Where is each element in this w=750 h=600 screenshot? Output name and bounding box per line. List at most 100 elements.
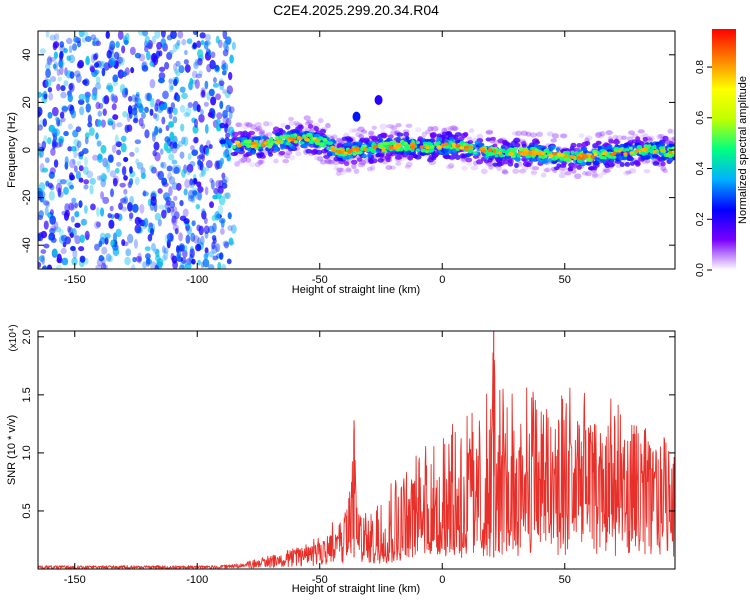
spectrogram-noise-blob bbox=[186, 163, 194, 173]
spectrogram-ridge-cell bbox=[501, 168, 508, 174]
spectrogram-ridge-cell bbox=[436, 136, 443, 142]
spectrogram-ridge-cell bbox=[670, 146, 675, 151]
spectrogram-ridge-cell bbox=[444, 145, 450, 149]
spectrogram-noise-blob bbox=[131, 264, 136, 269]
spectrogram-noise-blob bbox=[192, 42, 197, 49]
spectrogram-ridge-cell bbox=[257, 159, 263, 166]
spectrogram-noise-blob bbox=[116, 122, 123, 128]
spectrogram-noise-blob bbox=[41, 197, 46, 203]
spectrogram-noise-blob bbox=[215, 35, 220, 44]
spectrogram-ridge-cell bbox=[388, 145, 394, 150]
spectrogram-noise-blob bbox=[189, 77, 194, 85]
spectrogram-ridge-cell bbox=[268, 152, 273, 157]
spectrogram-ridge-cell bbox=[355, 148, 360, 153]
spectrogram-noise-blob bbox=[170, 31, 177, 40]
spectrogram-noise-blob bbox=[144, 45, 149, 53]
spectrogram-ridge-cell bbox=[459, 153, 466, 159]
spectrogram-noise-blob bbox=[113, 95, 119, 104]
spectrogram-noise-blob bbox=[181, 136, 186, 145]
spectrogram-noise-blob bbox=[194, 118, 199, 128]
spectrogram-noise-blob bbox=[138, 105, 145, 113]
spectrogram-noise-blob bbox=[83, 78, 90, 87]
spectrogram-noise-blob bbox=[83, 184, 89, 190]
spectrogram-ridge-cell bbox=[251, 150, 256, 155]
spectrogram-noise-blob bbox=[84, 36, 92, 43]
spectrogram-noise-blob bbox=[219, 139, 226, 145]
spectrogram-noise-blob bbox=[205, 166, 210, 172]
spectrogram-ridge-cell bbox=[660, 161, 666, 167]
spectrogram-ridge-cell bbox=[243, 153, 250, 158]
spectrogram-noise-blob bbox=[135, 158, 140, 165]
spectrogram-noise-blob bbox=[104, 160, 110, 169]
spectrogram-noise-blob bbox=[139, 203, 145, 214]
spectrogram-ridge-cell bbox=[514, 156, 521, 162]
spectrogram-noise-blob bbox=[57, 76, 62, 82]
spectrogram-ridge-cell bbox=[255, 126, 263, 131]
spectrogram-noise-blob bbox=[205, 48, 211, 56]
spectrogram-x-tick-label: -100 bbox=[186, 274, 208, 286]
spectrogram-ridge-cell bbox=[522, 151, 528, 156]
spectrogram-ridge-cell bbox=[459, 146, 465, 150]
spectrogram-noise-blob bbox=[58, 58, 65, 69]
spectrogram-noise-blob bbox=[149, 108, 154, 116]
spectrogram-noise-blob bbox=[200, 235, 205, 246]
spectrogram-noise-blob bbox=[171, 182, 179, 190]
spectrogram-noise-blob bbox=[183, 136, 189, 147]
spectrogram-ridge-cell bbox=[425, 150, 430, 154]
spectrogram-noise-blob bbox=[54, 226, 62, 233]
spectrogram-ridge-cell bbox=[440, 143, 445, 148]
spectrogram-noise-blob bbox=[154, 212, 162, 221]
spectrogram-noise-blob bbox=[38, 255, 45, 263]
spectrogram-noise-blob bbox=[227, 224, 233, 232]
spectrogram-ridge-cell bbox=[419, 145, 425, 149]
spectrogram-noise-blob bbox=[119, 182, 126, 188]
spectrogram-noise-blob bbox=[185, 106, 192, 117]
spectrogram-ridge-cell bbox=[247, 147, 252, 152]
spectrogram-noise-blob bbox=[173, 78, 178, 87]
spectrogram-ridge-cell bbox=[403, 131, 410, 137]
spectrogram-ridge-cell bbox=[250, 144, 255, 149]
spectrogram-noise-blob bbox=[84, 31, 89, 38]
spectrogram-ridge-cell bbox=[351, 159, 358, 165]
spectrogram-noise-blob bbox=[218, 39, 223, 49]
snr-y-tick-label: 1.5 bbox=[21, 387, 33, 402]
spectrogram-noise-blob bbox=[195, 73, 203, 79]
spectrogram-noise-blob bbox=[74, 144, 80, 152]
spectrogram-ridge-cell bbox=[344, 168, 352, 174]
spectrogram-ridge-cell bbox=[324, 159, 333, 165]
spectrogram-ridge-cell bbox=[302, 143, 308, 149]
spectrogram-ridge-cell bbox=[246, 144, 251, 149]
spectrogram-noise-blob bbox=[226, 85, 234, 95]
spectrogram-noise-blob bbox=[71, 145, 77, 152]
spectrogram-noise-blob bbox=[56, 83, 61, 92]
spectrogram-noise-blob bbox=[144, 246, 151, 252]
spectrogram-ridge-cell bbox=[625, 170, 632, 175]
spectrogram-noise-blob bbox=[125, 248, 132, 257]
spectrogram-noise-blob bbox=[122, 241, 129, 247]
spectrogram-noise-blob bbox=[42, 265, 47, 269]
spectrogram-noise-blob bbox=[175, 70, 181, 77]
spectrogram-ridge-cell bbox=[441, 127, 448, 134]
spectrogram-ridge-cell bbox=[425, 146, 430, 150]
spectrogram-noise-blob bbox=[199, 32, 206, 39]
spectrogram-ridge-cell bbox=[597, 173, 604, 179]
spectrogram-noise-blob bbox=[38, 142, 41, 148]
spectrogram-noise-blob bbox=[59, 41, 65, 48]
spectrogram-noise-blob bbox=[67, 146, 73, 152]
spectrogram-ridge-cell bbox=[613, 139, 620, 145]
spectrogram-noise-blob bbox=[201, 152, 206, 162]
spectrogram-noise-blob bbox=[68, 83, 74, 91]
spectrogram-noise-blob bbox=[165, 200, 171, 206]
spectrogram-noise-blob bbox=[74, 222, 81, 228]
spectrogram-ridge-cell bbox=[623, 142, 629, 148]
spectrogram-noise-blob bbox=[70, 245, 76, 252]
spectrogram-y-tick-label: 20 bbox=[21, 96, 33, 108]
spectrogram-noise-blob bbox=[201, 208, 206, 215]
spectrogram-noise-blob bbox=[145, 257, 151, 267]
spectrogram-ridge-cell bbox=[628, 156, 634, 162]
spectrogram-ridge-cell bbox=[344, 136, 352, 141]
spectrogram-noise-blob bbox=[102, 157, 108, 168]
spectrogram-ridge-cell bbox=[603, 168, 611, 173]
spectrogram-ridge-cell bbox=[343, 161, 350, 167]
spectrogram-ridge-cell bbox=[237, 143, 243, 148]
